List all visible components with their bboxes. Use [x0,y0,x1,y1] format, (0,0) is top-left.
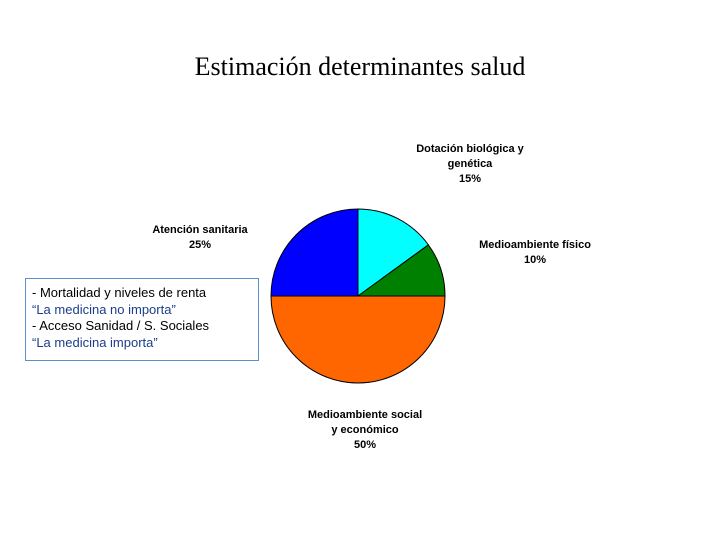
slice-label-atencion-sanitaria: Atención sanitaria 25% [135,223,265,253]
note-line-4: “La medicina importa” [32,334,158,350]
pie-slice-medioambiente-social [270,295,446,384]
slice-label-dotacion-line1: Dotación biológica y [416,143,524,155]
pie-slice-dotacion [357,208,430,297]
note-line-1: - Mortalidad y niveles de renta [32,285,207,300]
slice-value-medioambiente-fisico: 10% [523,254,547,266]
slice-label-medioambiente-social-line2: y económico [331,424,399,436]
slice-value-atencion-sanitaria: 25% [188,239,212,251]
slice-value-medioambiente-social: 50% [353,439,377,451]
slice-label-medioambiente-fisico-line1: Medioambiente físico [479,239,591,251]
note-line-2: “La medicina no importa” [32,301,176,317]
chart-title: Estimación determinantes salud [194,52,526,81]
slice-label-medioambiente-social: Medioambiente social y económico 50% [285,408,445,453]
slice-label-dotacion: Dotación biológica y genética 15% [395,142,545,187]
slice-label-atencion-sanitaria-line1: Atención sanitaria [152,224,248,236]
slice-value-dotacion: 15% [458,173,482,185]
slice-label-dotacion-line2: genética [447,158,493,170]
note-line-3: - Acceso Sanidad / S. Sociales [32,318,210,333]
pie-slice-atencion-sanitaria [270,208,359,297]
slice-label-medioambiente-social-line1: Medioambiente social [307,409,423,421]
note-box: - Mortalidad y niveles de renta “La medi… [25,278,259,361]
slice-label-medioambiente-fisico: Medioambiente físico 10% [465,238,605,268]
